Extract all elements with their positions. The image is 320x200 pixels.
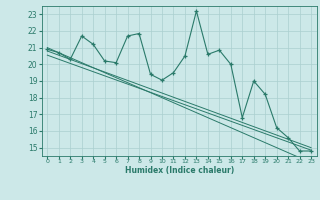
X-axis label: Humidex (Indice chaleur): Humidex (Indice chaleur) (124, 166, 234, 175)
